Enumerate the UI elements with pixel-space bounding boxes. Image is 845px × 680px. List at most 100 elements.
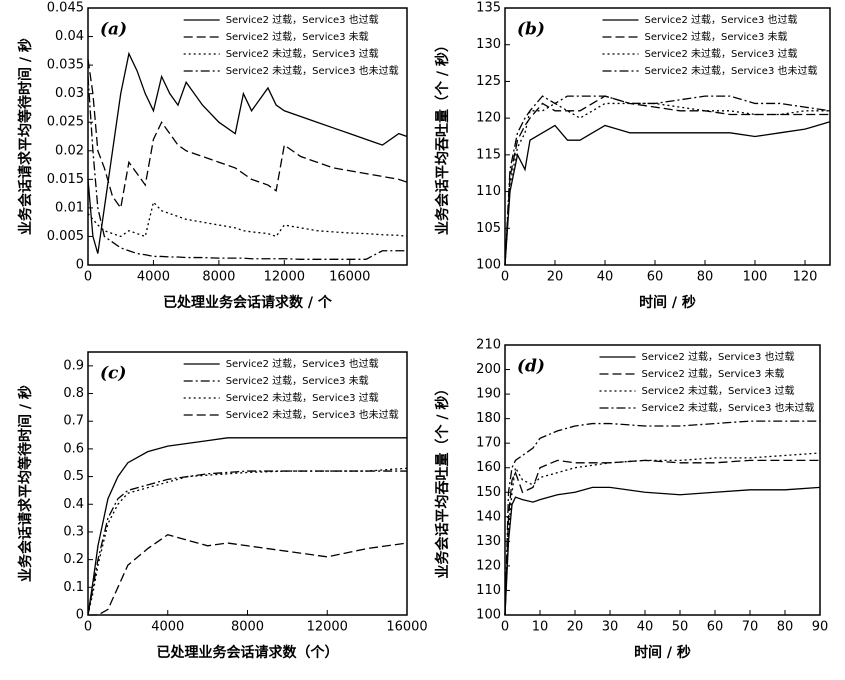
legend-label: Service2 过载，Service3 也过载 (642, 350, 795, 363)
x-tick-label: 20 (567, 620, 584, 635)
x-tick-label: 80 (777, 620, 794, 635)
x-tick-label: 16000 (329, 270, 370, 285)
x-axis-label: 时间 / 秒 (634, 644, 691, 661)
y-axis-label: 业务会话请求平均等待时间 / 秒 (17, 385, 34, 582)
series-line (87, 76, 407, 260)
legend-label: Service2 未过载，Service3 也未过载 (645, 64, 818, 77)
legend-label: Service2 过载，Service3 也过载 (226, 13, 379, 26)
series-line (87, 467, 408, 616)
series-line (87, 437, 407, 616)
x-tick-label: 16000 (386, 620, 427, 635)
plot-frame (504, 344, 821, 616)
y-tick-label: 120 (476, 111, 501, 126)
y-tick-label: 110 (476, 583, 501, 598)
y-tick-label: 0.1 (63, 580, 84, 595)
x-tick-label: 120 (793, 270, 818, 285)
y-tick-label: 115 (476, 147, 501, 162)
panel-label: (c) (100, 364, 126, 384)
y-tick-label: 0.3 (63, 524, 84, 539)
y-tick-label: 0.4 (63, 497, 84, 512)
y-tick-label: 0.6 (63, 441, 84, 456)
series-line (88, 534, 408, 616)
series-line (504, 459, 820, 616)
y-tick-label: 120 (476, 558, 501, 573)
legend-label: Service2 未过载，Service3 过载 (226, 47, 379, 60)
plot-frame (504, 7, 831, 266)
x-tick-label: 100 (743, 270, 768, 285)
x-tick-label: 4000 (137, 270, 170, 285)
y-tick-label: 140 (476, 509, 501, 524)
y-tick-label: 125 (476, 74, 501, 89)
legend-label: Service2 未过载，Service3 过载 (226, 391, 379, 404)
legend-label: Service2 过载，Service3 未载 (226, 30, 369, 43)
x-tick-label: 90 (812, 620, 829, 635)
y-tick-label: 135 (476, 1, 501, 16)
x-tick-label: 30 (602, 620, 619, 635)
x-tick-label: 60 (647, 270, 664, 285)
series-line (504, 95, 830, 266)
y-tick-label: 0.2 (63, 552, 84, 567)
y-tick-label: 200 (476, 362, 501, 377)
y-tick-label: 130 (476, 37, 501, 52)
x-tick-label: 20 (547, 270, 564, 285)
panel-label: (d) (517, 357, 545, 377)
y-tick-label: 0.025 (47, 115, 84, 130)
y-tick-label: 130 (476, 534, 501, 549)
y-tick-label: 0.9 (63, 358, 84, 373)
x-tick-label: 8000 (202, 270, 235, 285)
x-tick-label: 0 (501, 270, 509, 285)
series-line (504, 452, 821, 616)
x-tick-label: 40 (597, 270, 614, 285)
x-tick-label: 10 (532, 620, 549, 635)
x-tick-label: 4000 (151, 620, 184, 635)
legend-label: Service2 过载，Service3 未载 (642, 367, 785, 380)
y-tick-label: 0.015 (47, 172, 84, 187)
legend-label: Service2 过载，Service3 未载 (226, 374, 369, 387)
y-tick-label: 180 (476, 411, 501, 426)
y-tick-label: 0 (76, 608, 84, 623)
y-tick-label: 0 (76, 258, 84, 273)
y-tick-label: 0.035 (47, 58, 84, 73)
y-tick-label: 0.045 (47, 1, 84, 16)
x-tick-label: 50 (672, 620, 689, 635)
legend-label: Service2 过载，Service3 未载 (645, 30, 788, 43)
x-tick-label: 80 (697, 270, 714, 285)
y-tick-label: 100 (476, 608, 501, 623)
x-tick-label: 0 (84, 270, 92, 285)
y-axis-label: 业务会话平均吞吐量（个 / 秒） (434, 38, 451, 235)
x-tick-label: 12000 (307, 620, 348, 635)
x-axis-label: 已处理业务会话请求数 / 个 (163, 294, 333, 311)
plot-frame (87, 351, 408, 616)
x-tick-label: 12000 (264, 270, 305, 285)
y-tick-label: 160 (476, 460, 501, 475)
y-tick-label: 0.03 (55, 86, 84, 101)
legend-label: Service2 未过载，Service3 也未过载 (226, 64, 399, 77)
series-line (87, 59, 408, 210)
x-axis-label: 已处理业务会话请求数（个） (157, 644, 339, 661)
y-tick-label: 0.02 (55, 143, 84, 158)
series-line (504, 95, 831, 266)
y-axis-label: 业务会话请求平均等待时间 / 秒 (17, 38, 34, 235)
series-line (504, 486, 821, 616)
legend-label: Service2 未过载，Service3 也未过载 (642, 401, 815, 414)
y-tick-label: 0.04 (55, 29, 84, 44)
y-tick-label: 0.7 (63, 414, 84, 429)
legend-label: Service2 过载，Service3 也过载 (226, 357, 379, 370)
legend-label: Service2 未过载，Service3 也未过载 (226, 408, 399, 421)
x-tick-label: 0 (501, 620, 509, 635)
y-tick-label: 150 (476, 485, 501, 500)
panel-label: (b) (517, 20, 545, 40)
series-line (504, 420, 820, 616)
x-tick-label: 40 (637, 620, 654, 635)
y-tick-label: 100 (476, 258, 501, 273)
x-tick-label: 0 (84, 620, 92, 635)
y-tick-label: 0.01 (55, 200, 84, 215)
panel-label: (a) (100, 20, 127, 40)
y-tick-label: 170 (476, 436, 501, 451)
x-tick-label: 8000 (231, 620, 264, 635)
y-tick-label: 0.5 (63, 469, 84, 484)
series-line (87, 470, 407, 616)
y-tick-label: 110 (476, 184, 501, 199)
series-line (87, 200, 408, 238)
